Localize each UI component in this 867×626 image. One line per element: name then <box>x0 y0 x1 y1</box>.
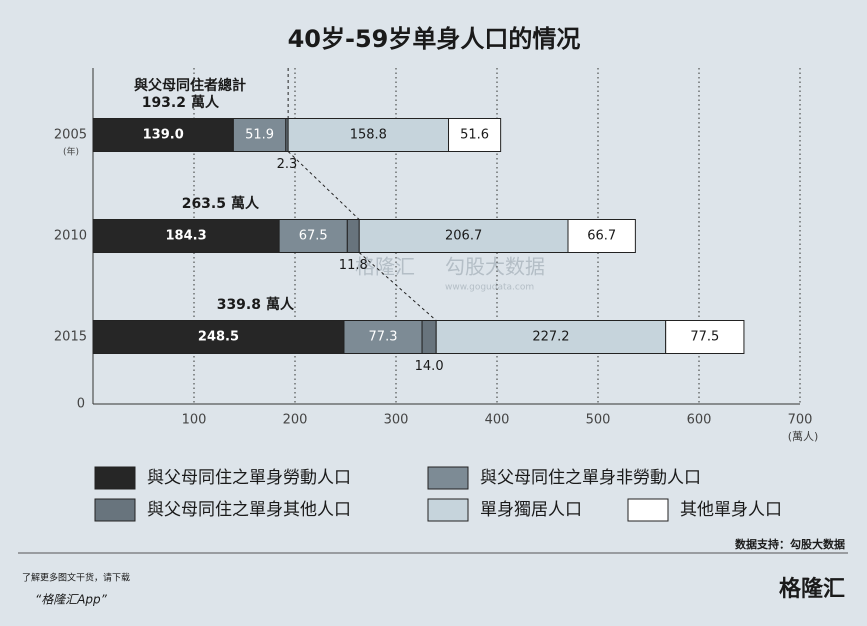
total-value: 263.5 <box>182 196 226 212</box>
footer-logo: 格隆汇 <box>779 576 845 602</box>
value-label: 51.9 <box>245 128 274 143</box>
value-label: 206.7 <box>445 229 482 244</box>
source: 数据支持：勾股大数据 <box>735 537 845 551</box>
bar-segment <box>421 320 437 354</box>
y-tick-label: 2005 <box>54 128 87 143</box>
bar-segment <box>343 320 423 354</box>
total-value: 193.2 <box>142 95 186 111</box>
value-label: 67.5 <box>299 229 328 244</box>
value-label: 227.2 <box>532 330 569 345</box>
total-unit: 萬人 <box>231 195 260 212</box>
x-tick-label: 0 <box>77 397 85 412</box>
legend-swatch <box>94 466 136 490</box>
legend-swatch <box>627 498 669 522</box>
bar-segment <box>92 219 280 253</box>
x-tick-label: 600 <box>687 413 712 428</box>
value-label: 66.7 <box>587 229 616 244</box>
legend-label: 其他單身人口 <box>680 500 782 520</box>
legend-label: 單身獨居人口 <box>480 500 582 520</box>
watermark: 勾股大数据 <box>445 255 545 279</box>
value-label: 14.0 <box>415 359 444 374</box>
legend-label: 與父母同住之單身非勞動人口 <box>480 468 701 488</box>
total-unit: 萬人 <box>266 296 295 313</box>
value-label: 77.5 <box>690 330 719 345</box>
value-label: 2.3 <box>277 157 298 172</box>
bar-segment <box>448 118 502 152</box>
y-tick-label: 2010 <box>54 229 87 244</box>
bar-segment <box>358 219 569 253</box>
category-unit: (年) <box>63 146 79 158</box>
value-label: 11.8 <box>339 258 368 273</box>
bar-segment <box>567 219 636 253</box>
legend-label: 與父母同住之單身勞動人口 <box>147 468 351 488</box>
value-label: 184.3 <box>166 229 207 244</box>
bar-segment <box>665 320 745 354</box>
footer-app: “格隆汇App” <box>35 593 108 607</box>
bar-segment <box>232 118 287 152</box>
value-label: 51.6 <box>460 128 489 143</box>
value-label: 158.8 <box>350 128 387 143</box>
x-tick-label: 700 <box>788 413 813 428</box>
x-tick-label: 300 <box>384 413 409 428</box>
bar-segment <box>435 320 667 354</box>
value-label: 77.3 <box>369 330 398 345</box>
x-tick-label: 500 <box>586 413 611 428</box>
total-label: 與父母同住者總計 <box>134 77 246 94</box>
x-tick-label: 400 <box>485 413 510 428</box>
legend-swatch <box>427 466 469 490</box>
bar-segment <box>278 219 348 253</box>
watermark: 格隆汇 <box>355 255 415 279</box>
footer-promo: 了解更多图文干货，请下载 <box>22 572 130 584</box>
x-tick-label: 200 <box>283 413 308 428</box>
y-tick-label: 2015 <box>54 330 87 345</box>
bar-segment <box>346 219 360 253</box>
legend-swatch <box>427 498 469 522</box>
watermark: www.gogudata.com <box>445 283 534 293</box>
value-label: 248.5 <box>198 330 239 345</box>
total-connector <box>287 151 360 220</box>
legend-label: 與父母同住之單身其他人口 <box>147 500 351 520</box>
bar-segment <box>92 118 234 152</box>
chart-title: 40岁-59岁单身人口的情况 <box>288 25 581 53</box>
total-value: 339.8 <box>217 297 261 313</box>
x-unit: (萬人) <box>788 430 819 443</box>
legend-swatch <box>94 498 136 522</box>
total-connector <box>358 252 437 321</box>
x-tick-label: 100 <box>182 413 207 428</box>
total-unit: 萬人 <box>191 94 220 111</box>
value-label: 139.0 <box>143 128 184 143</box>
